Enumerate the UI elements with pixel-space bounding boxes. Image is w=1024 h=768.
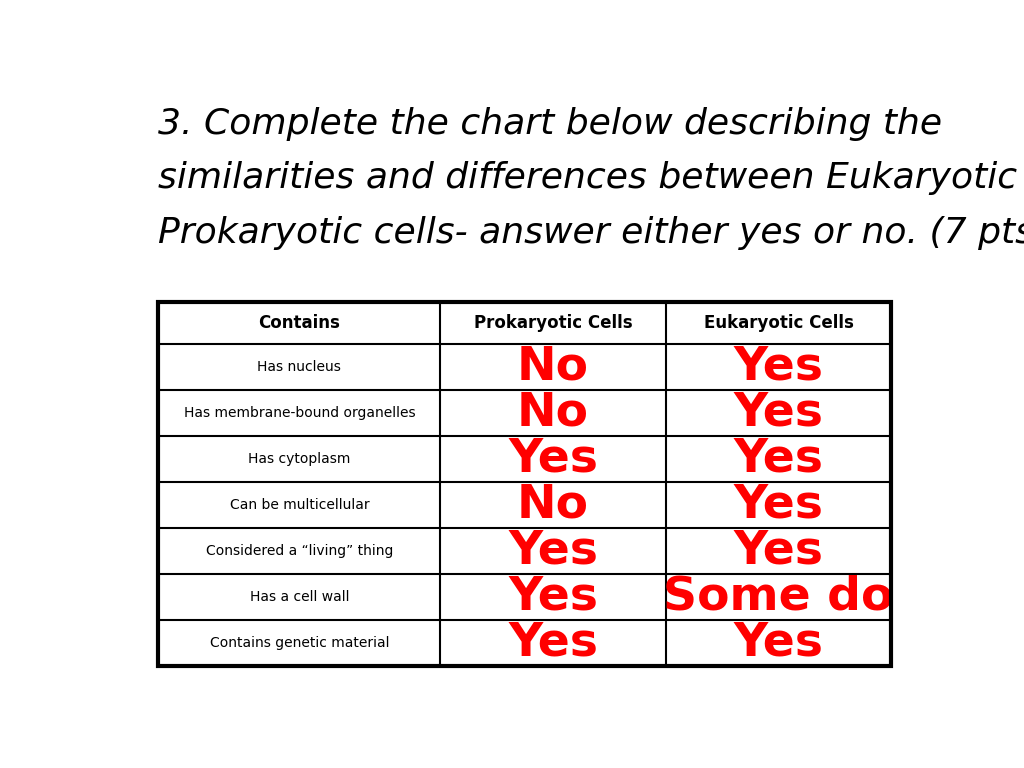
Text: No: No xyxy=(517,390,589,435)
Text: Considered a “living” thing: Considered a “living” thing xyxy=(206,544,393,558)
Text: Yes: Yes xyxy=(508,436,598,482)
Text: Yes: Yes xyxy=(733,528,823,574)
Text: Has membrane-bound organelles: Has membrane-bound organelles xyxy=(183,406,415,420)
Text: Yes: Yes xyxy=(733,621,823,665)
Text: Yes: Yes xyxy=(508,528,598,574)
Text: Can be multicellular: Can be multicellular xyxy=(229,498,369,511)
Text: Prokaryotic Cells: Prokaryotic Cells xyxy=(474,314,633,332)
Text: 3. Complete the chart below describing the: 3. Complete the chart below describing t… xyxy=(158,107,942,141)
Text: similarities and differences between Eukaryotic and: similarities and differences between Euk… xyxy=(158,161,1024,195)
Text: Eukaryotic Cells: Eukaryotic Cells xyxy=(703,314,853,332)
Text: Yes: Yes xyxy=(733,344,823,389)
Bar xyxy=(158,302,892,666)
Text: Yes: Yes xyxy=(733,482,823,528)
Bar xyxy=(158,302,892,666)
Text: No: No xyxy=(517,482,589,528)
Text: Yes: Yes xyxy=(508,621,598,665)
Text: Yes: Yes xyxy=(508,574,598,619)
Text: Prokaryotic cells- answer either yes or no. (7 pts.): Prokaryotic cells- answer either yes or … xyxy=(158,216,1024,250)
Text: Has cytoplasm: Has cytoplasm xyxy=(248,452,350,466)
Text: Contains genetic material: Contains genetic material xyxy=(210,636,389,650)
Text: Has nucleus: Has nucleus xyxy=(257,360,341,374)
Text: Yes: Yes xyxy=(733,390,823,435)
Text: Has a cell wall: Has a cell wall xyxy=(250,590,349,604)
Text: No: No xyxy=(517,344,589,389)
Text: Contains: Contains xyxy=(258,314,340,332)
Text: Some do: Some do xyxy=(664,574,894,619)
Text: Yes: Yes xyxy=(733,436,823,482)
